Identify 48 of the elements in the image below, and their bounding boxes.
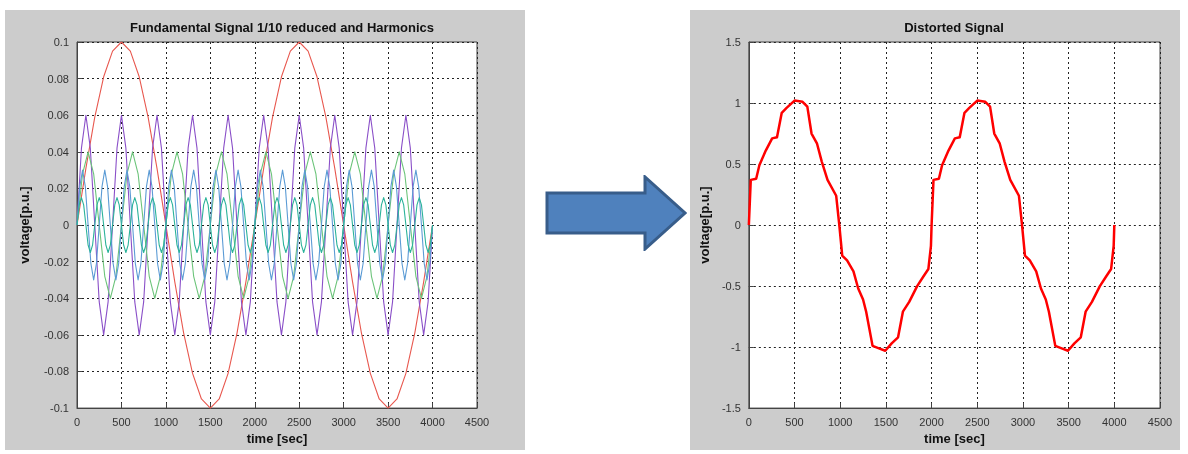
y-tick-label: -1: [731, 341, 741, 354]
line-series: [76, 114, 434, 336]
x-tick-label: 500: [785, 415, 804, 428]
y-tick-label: -0.1: [50, 402, 69, 415]
x-tick-label: 2500: [965, 415, 990, 428]
x-tick-label: 1000: [827, 415, 853, 428]
y-axis-title: voltage[p.u.]: [697, 186, 712, 264]
y-tick-label: -0.06: [43, 328, 69, 341]
y-tick-label: -0.08: [43, 365, 69, 378]
x-tick-label: 500: [112, 415, 131, 428]
x-tick-label: 4500: [464, 415, 490, 428]
x-tick-label: 0: [745, 415, 752, 428]
line-series: [76, 197, 434, 254]
x-tick-label: 2000: [919, 415, 944, 428]
y-tick-label: 0: [734, 219, 741, 232]
x-tick-label: 3500: [375, 415, 401, 428]
y-tick-label: 0: [62, 219, 69, 232]
line-series: [76, 169, 434, 281]
y-tick-label: -0.02: [43, 255, 69, 268]
x-axis-title: time [sec]: [246, 431, 308, 446]
x-tick-label: 2000: [242, 415, 268, 428]
y-tick-label: 0.5: [725, 158, 741, 171]
x-tick-label: 1500: [198, 415, 223, 428]
chart-title: Fundamental Signal 1/10 reduced and Harmonics: [129, 20, 435, 35]
y-tick-label: -0.04: [43, 292, 69, 305]
x-tick-label: 3000: [331, 415, 356, 428]
y-tick-label: 0.1: [53, 36, 69, 48]
y-tick-label: -1.5: [721, 402, 741, 415]
y-tick-label: 0.04: [47, 145, 69, 158]
x-tick-label: 3000: [1010, 415, 1036, 428]
x-tick-label: 4500: [1147, 415, 1173, 428]
x-tick-label: 4000: [1102, 415, 1127, 428]
x-axis-title: time [sec]: [924, 431, 985, 446]
chart-title: Distorted Signal: [904, 20, 1004, 35]
x-tick-label: 3500: [1056, 415, 1081, 428]
x-tick-label: 0: [73, 415, 81, 428]
line-series: [747, 99, 1116, 352]
y-axis-title: voltage[p.u.]: [17, 186, 32, 264]
x-tick-label: 2500: [286, 415, 312, 428]
y-tick-label: 0.08: [47, 72, 69, 85]
y-tick-label: -0.5: [721, 280, 741, 293]
x-tick-label: 4000: [420, 415, 445, 428]
x-tick-label: 1500: [873, 415, 899, 428]
y-tick-label: 1.5: [725, 36, 741, 48]
x-tick-label: 1000: [153, 415, 179, 428]
y-tick-label: 1: [734, 97, 741, 110]
y-tick-label: 0.06: [47, 109, 69, 122]
y-tick-label: 0.02: [47, 182, 69, 195]
